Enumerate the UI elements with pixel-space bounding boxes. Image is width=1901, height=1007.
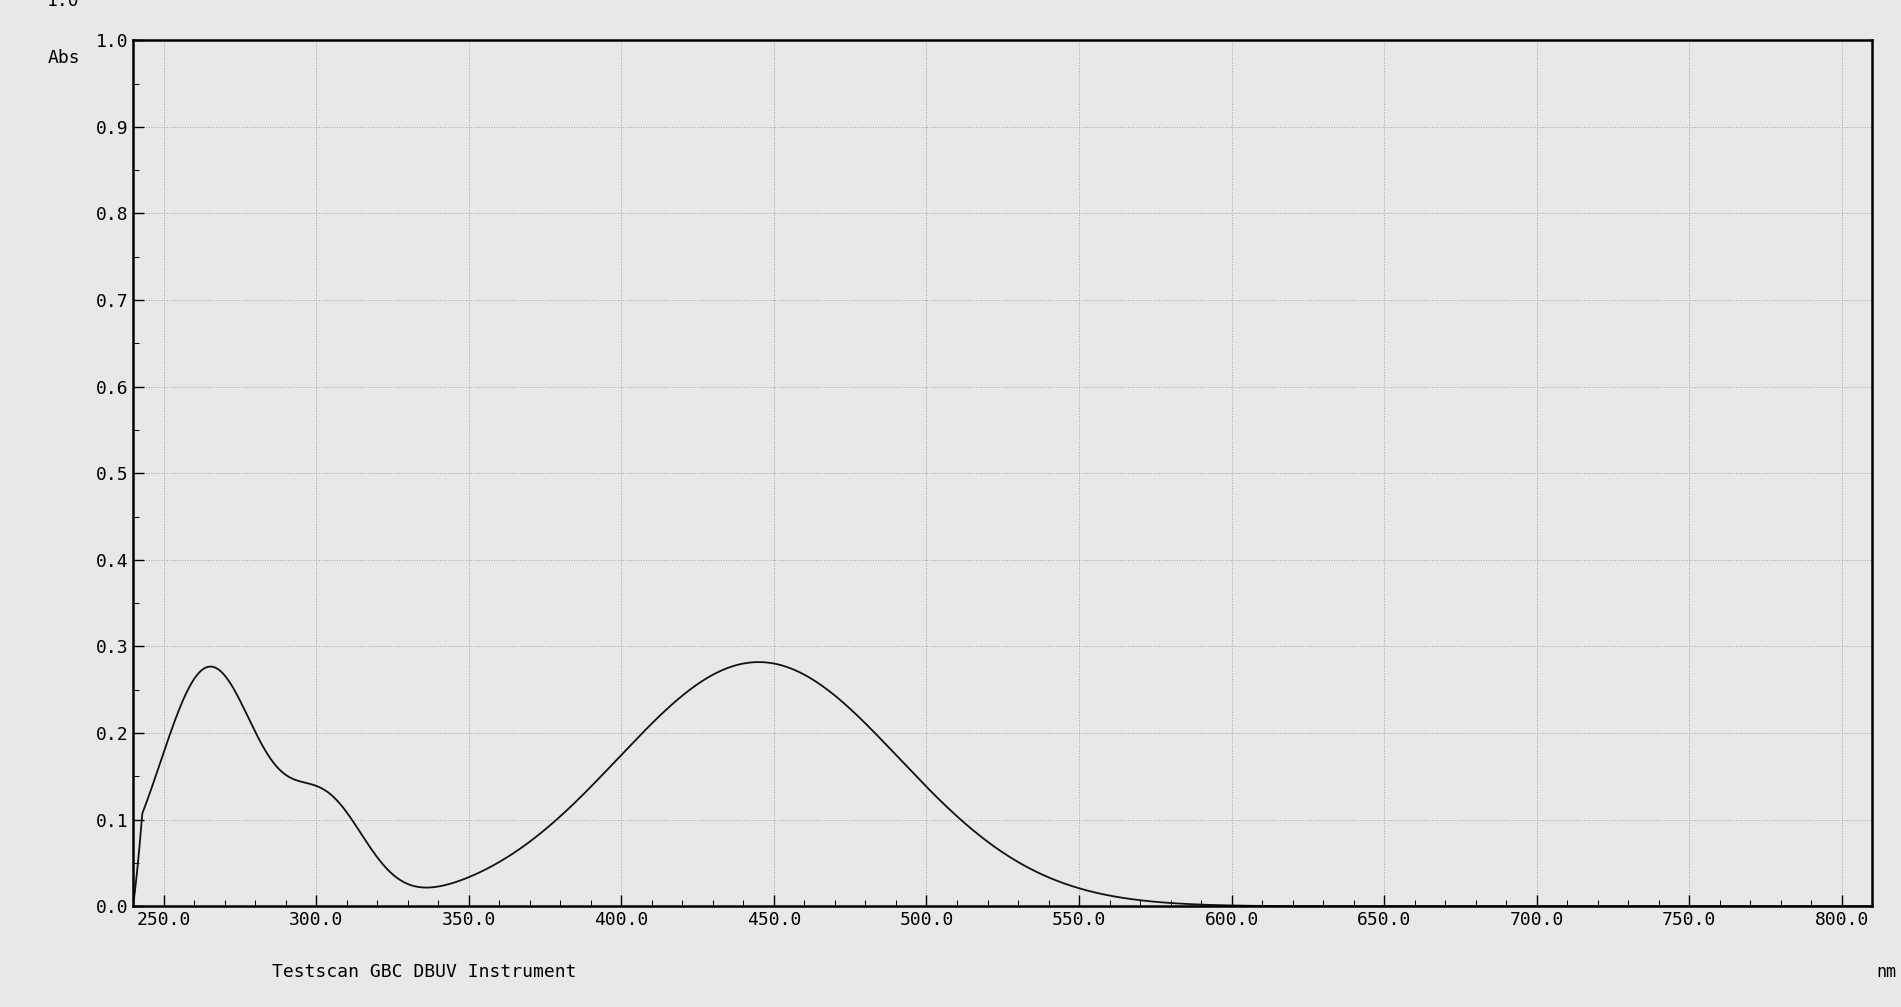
Text: Testscan GBC DBUV Instrument: Testscan GBC DBUV Instrument [272,963,576,981]
Text: 1.0: 1.0 [48,0,80,10]
Text: nm: nm [1876,963,1895,981]
Text: Abs: Abs [48,49,80,66]
